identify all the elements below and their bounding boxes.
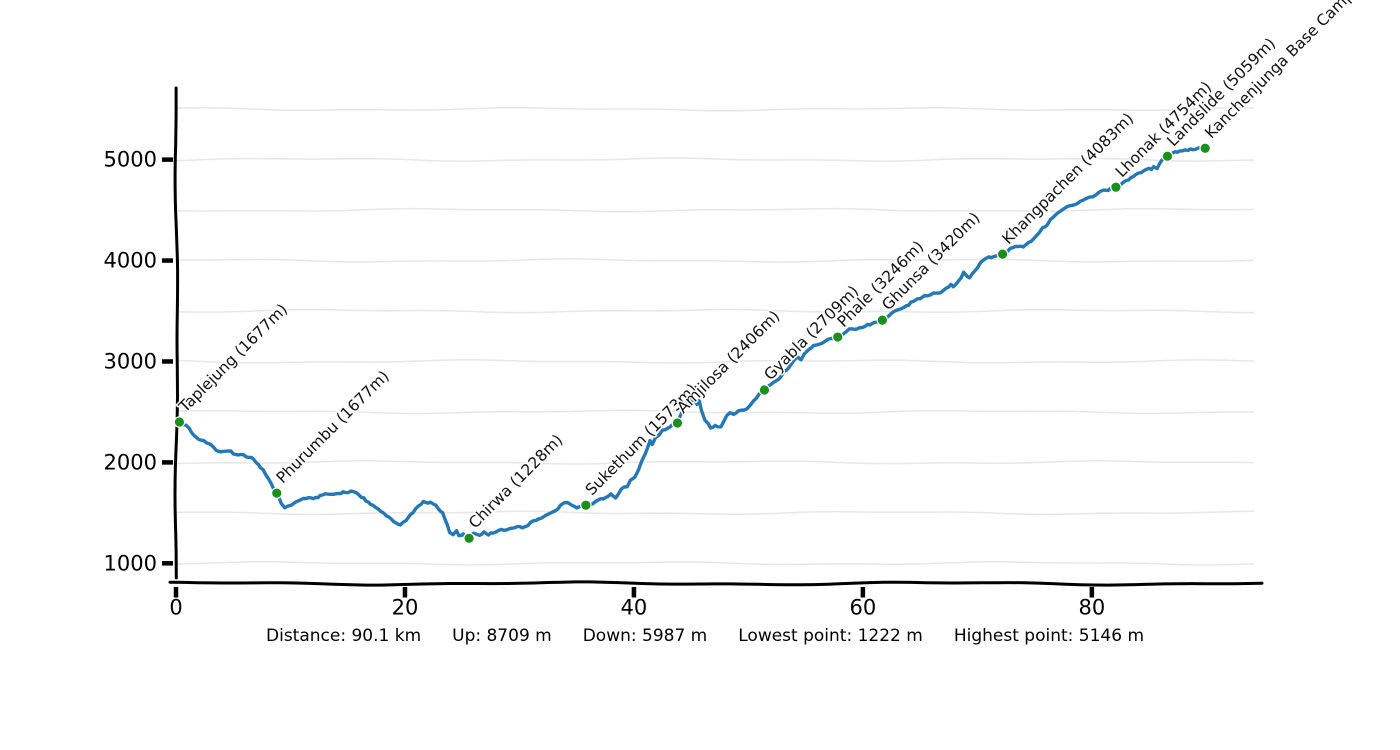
- waypoint-marker[interactable]: [463, 532, 475, 545]
- waypoint-label: Amjilosa (2406m): [674, 307, 784, 417]
- y-tick-label: 2000: [104, 450, 157, 474]
- x-tick-label: 60: [850, 596, 877, 620]
- stat-down: Down: 5987 m: [582, 626, 708, 646]
- route-stats-bar: Distance: 90.1 km Up: 8709 m Down: 5987 …: [0, 626, 1400, 646]
- x-tick-label: 80: [1078, 596, 1105, 620]
- waypoint-marker[interactable]: [996, 248, 1009, 260]
- y-tick-label: 4000: [104, 249, 157, 273]
- y-axis: [173, 86, 180, 580]
- waypoint-marker[interactable]: [270, 487, 283, 499]
- y-tick-label: 1000: [104, 551, 157, 575]
- waypoint-label: Chirwa (1228m): [465, 431, 566, 532]
- y-tick-label: 5000: [104, 148, 157, 172]
- grid-line: [175, 560, 1255, 566]
- stat-distance: Distance: 90.1 km: [266, 626, 422, 646]
- waypoint-marker[interactable]: [173, 416, 186, 428]
- grid-line: [175, 106, 1255, 112]
- x-tick-label: 20: [392, 596, 419, 620]
- waypoint-marker[interactable]: [831, 331, 844, 343]
- waypoint-marker[interactable]: [758, 384, 771, 396]
- waypoint-marker[interactable]: [1199, 142, 1211, 155]
- y-tick-label: 3000: [104, 349, 157, 373]
- waypoint-marker[interactable]: [580, 499, 592, 511]
- stat-up: Up: 8709 m: [452, 626, 552, 646]
- grid-line: [175, 510, 1255, 516]
- grid-line: [175, 157, 1255, 162]
- waypoint-marker[interactable]: [671, 417, 684, 429]
- waypoint-label: Khangpachen (4083m): [999, 109, 1137, 247]
- stat-lowest: Lowest point: 1222 m: [738, 626, 923, 646]
- x-axis: [168, 580, 1264, 587]
- x-tick-label: 40: [621, 596, 648, 620]
- waypoint-marker[interactable]: [1161, 150, 1174, 163]
- elevation-line: [177, 146, 1207, 540]
- waypoint-marker[interactable]: [876, 314, 889, 326]
- grid-line: [175, 409, 1254, 415]
- grid-line: [175, 460, 1255, 465]
- waypoint-label: Phurumbu (1677m): [273, 367, 393, 487]
- grid-line: [175, 359, 1255, 364]
- x-tick-label: 0: [169, 596, 182, 620]
- stat-highest: Highest point: 5146 m: [953, 626, 1144, 646]
- grid-line: [175, 308, 1254, 314]
- waypoint-label: Taplejung (1677m): [175, 300, 291, 416]
- grid-line: [175, 207, 1255, 213]
- waypoint-marker[interactable]: [1110, 181, 1122, 193]
- grid-line: [175, 258, 1255, 263]
